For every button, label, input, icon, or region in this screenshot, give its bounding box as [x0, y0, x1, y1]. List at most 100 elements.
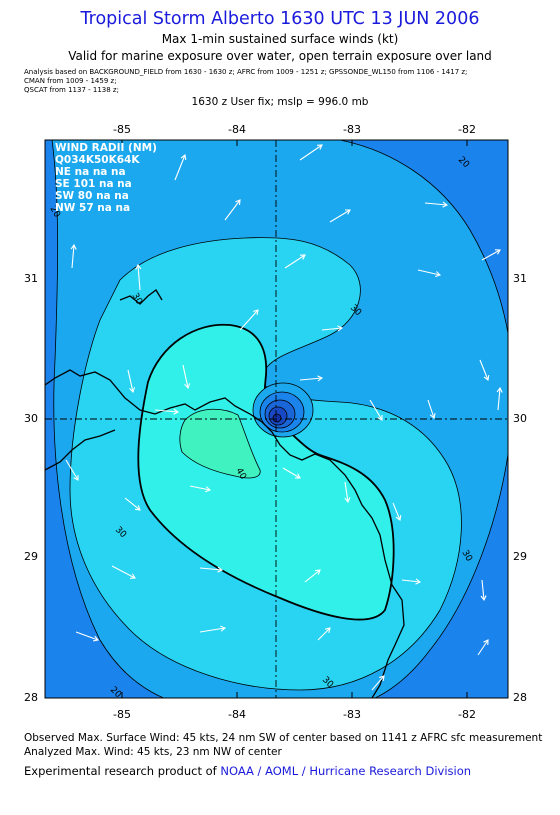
wind-vector-head — [220, 625, 227, 632]
wind-vector-head — [235, 199, 241, 206]
lat-tick-left: 30 — [24, 412, 38, 425]
lon-tick-top: -84 — [228, 123, 246, 136]
wind-radii-header: Q034K50K64K — [55, 154, 140, 166]
wind-vector — [65, 459, 79, 481]
wind-radii-row-sw: SW 80 na na — [55, 190, 129, 202]
lat-tick-right: 28 — [513, 691, 527, 704]
wind-vector-head — [217, 566, 224, 573]
wind-vector-head — [379, 675, 385, 682]
wind-vector-head — [129, 387, 136, 394]
wind-vector — [401, 579, 421, 583]
wind-vector-field — [65, 144, 503, 691]
wind-vector-head — [135, 263, 142, 270]
wind-vector — [224, 199, 241, 221]
wind-vector-head — [134, 505, 141, 511]
wind-vector-head — [377, 414, 383, 421]
wind-vector-head — [299, 254, 306, 260]
wind-vector — [424, 202, 448, 206]
wind-vector — [497, 387, 501, 411]
lat-tick-left: 31 — [24, 272, 38, 285]
storm-fix-line: 1630 z User fix; mslp = 996.0 mb — [191, 96, 369, 108]
wind-vector — [304, 569, 321, 583]
wind-vector — [477, 639, 489, 656]
wind-vector — [71, 244, 75, 269]
wind-vector-head — [316, 144, 323, 150]
lat-tick-left: 29 — [24, 550, 38, 563]
wind-vector — [369, 399, 383, 421]
wind-vector-head — [180, 154, 187, 161]
wind-vector — [282, 467, 301, 479]
wind-vector — [371, 675, 385, 691]
wind-vector-head — [294, 473, 301, 479]
wind-vector-head — [253, 309, 259, 316]
wind-radii-title: WIND RADII (NM) — [55, 142, 157, 154]
hrd-credit-link[interactable]: NOAA / AOML / Hurricane Research Divisio… — [220, 764, 472, 778]
credit-line: Experimental research product of NOAA / … — [24, 764, 471, 778]
wind-vector — [127, 369, 134, 393]
wind-vector — [481, 579, 485, 601]
wind-vector — [199, 567, 223, 571]
wind-vector — [111, 565, 136, 579]
wind-vector-head — [496, 386, 503, 393]
wind-radii-panel: WIND RADII (NM) Q034K50K64K NE na na na S… — [55, 142, 157, 214]
wind-vector — [182, 364, 189, 389]
wind-band-40kt — [137, 323, 395, 621]
wind-vector-head — [494, 249, 501, 255]
observed-max-wind: Observed Max. Surface Wind: 45 kts, 24 n… — [24, 732, 543, 744]
credit-prefix: Experimental research product of — [24, 764, 221, 778]
analyzed-max-wind: Analyzed Max. Wind: 45 kts, 23 nm NW of … — [24, 746, 282, 758]
coastline-gulf-coast — [45, 369, 405, 698]
map-subtitle-units: Max 1-min sustained surface winds (kt) — [161, 32, 399, 46]
wind-vector — [75, 631, 99, 641]
wind-vector — [284, 254, 306, 269]
wind-vector — [481, 249, 501, 261]
wind-vector — [299, 377, 323, 381]
wind-vector-head — [480, 595, 487, 602]
coastline-bay-segment — [45, 289, 163, 471]
wind-vector-head — [325, 627, 331, 633]
wind-vector-head — [435, 271, 442, 278]
wind-vector-head — [317, 375, 324, 382]
wind-vector — [199, 627, 226, 633]
wind-vector-head — [344, 497, 351, 504]
wind-vector-head — [73, 474, 79, 481]
wind-vector — [154, 409, 179, 413]
wind-radii-row-nw: NW 57 na na — [55, 202, 130, 214]
analysis-sources-line-3: QSCAT from 1137 - 1138 z; — [24, 86, 119, 94]
wind-vector — [317, 627, 331, 641]
lat-lon-gridlines — [45, 140, 508, 698]
wind-vector — [392, 502, 401, 521]
analysis-sources-line-2: CMAN from 1009 - 1459 z; — [24, 77, 117, 85]
wind-vector-head — [70, 243, 77, 250]
lon-tick-bottom: -82 — [458, 708, 476, 721]
map-subtitle-exposure: Valid for marine exposure over water, op… — [68, 49, 492, 63]
wind-vector-head — [344, 209, 351, 215]
analysis-sources-line-1: Analysis based on BACKGROUND_FIELD from … — [24, 68, 468, 76]
lon-tick-bottom: -85 — [113, 708, 131, 721]
wind-vector-head — [415, 578, 422, 585]
wind-vector-head — [395, 514, 402, 521]
map-title: Tropical Storm Alberto 1630 UTC 13 JUN 2… — [80, 9, 480, 29]
lon-tick-top: -83 — [343, 123, 361, 136]
wind-vector — [417, 269, 441, 276]
wind-vector-head — [184, 383, 191, 390]
wind-vector — [174, 154, 186, 181]
lon-tick-top: -85 — [113, 123, 131, 136]
wind-vector-head — [129, 573, 136, 579]
wind-vector — [124, 497, 141, 511]
wind-vector — [189, 485, 211, 491]
wind-vector — [137, 264, 141, 291]
wind-band-45kt — [179, 408, 261, 479]
wind-radii-row-ne: NE na na na — [55, 166, 126, 178]
wind-vector-head — [429, 413, 436, 420]
lat-tick-right: 30 — [513, 412, 527, 425]
wind-vector — [329, 209, 351, 223]
wind-vector — [299, 144, 323, 161]
wind-vector — [427, 399, 435, 419]
map-axes: -85 -85 -84 -84 -83 -83 -82 -82 31 31 30 30 29 29 28 28 — [24, 123, 527, 721]
wind-vector — [239, 309, 259, 331]
wind-vector-head — [92, 635, 100, 642]
wind-vector-head — [205, 486, 212, 493]
wind-vector-head — [442, 201, 449, 208]
wind-vector-head — [173, 408, 180, 415]
